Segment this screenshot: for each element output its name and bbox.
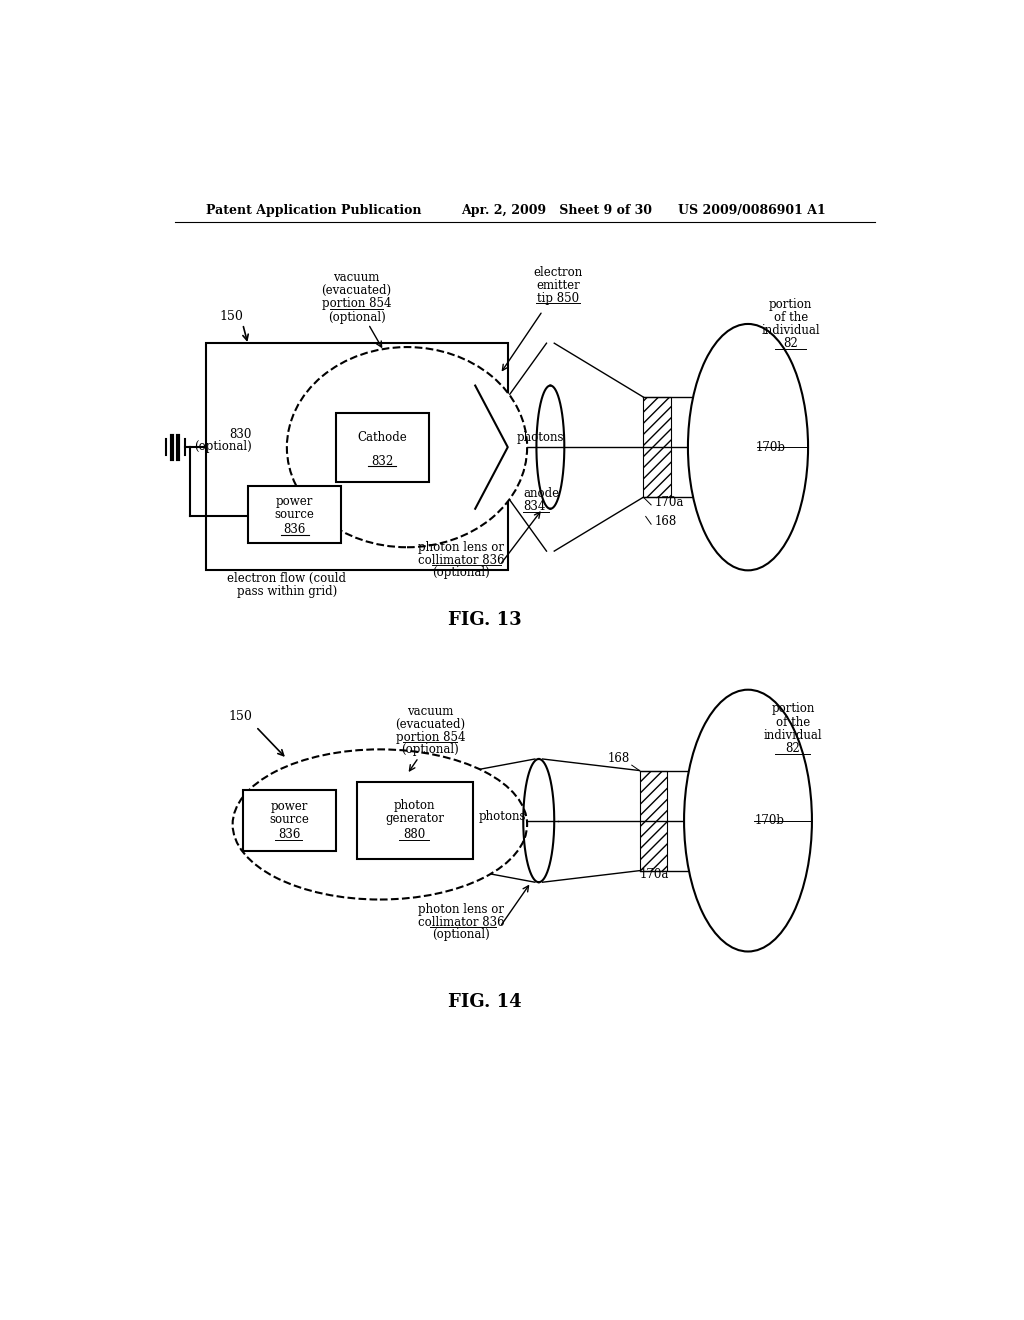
Text: collimator 836: collimator 836 [418,554,505,566]
Text: 832: 832 [371,454,393,467]
Text: 170a: 170a [655,496,684,510]
Ellipse shape [287,347,527,548]
Text: generator: generator [385,812,444,825]
Text: Cathode: Cathode [357,430,408,444]
Text: power: power [275,495,313,508]
Bar [640,771,667,871]
Text: 150: 150 [219,310,244,323]
Text: 150: 150 [228,710,253,723]
Text: (evacuated): (evacuated) [322,284,392,297]
Text: source: source [274,508,314,520]
Text: photons: photons [478,810,525,824]
Text: anode: anode [523,487,559,500]
Ellipse shape [232,750,527,899]
Text: power: power [270,800,308,813]
Text: individual: individual [764,729,822,742]
Text: portion: portion [771,702,815,715]
Text: (optional): (optional) [401,743,459,756]
Bar [206,343,508,570]
Text: 170b: 170b [755,814,784,828]
Text: source: source [269,813,309,825]
Text: portion 854: portion 854 [322,297,391,310]
Text: collimator 836: collimator 836 [418,916,505,929]
Text: 830: 830 [229,428,252,441]
Bar [336,413,429,482]
Text: electron: electron [534,265,583,279]
Ellipse shape [688,323,808,570]
Text: 834: 834 [523,500,546,513]
Text: portion: portion [769,298,812,312]
Text: 836: 836 [284,523,306,536]
Text: FIG. 13: FIG. 13 [447,611,521,630]
Ellipse shape [684,689,812,952]
Text: photon: photon [394,799,435,812]
Text: electron flow (could: electron flow (could [227,572,346,585]
Text: 168: 168 [608,752,630,766]
Text: vacuum: vacuum [334,271,380,284]
Bar [356,781,473,859]
Bar [248,486,341,544]
Text: (optional): (optional) [195,440,252,453]
Text: US 2009/0086901 A1: US 2009/0086901 A1 [678,205,826,218]
Text: 170b: 170b [756,441,785,454]
Text: of the: of the [773,312,808,325]
Text: tip 850: tip 850 [537,292,580,305]
Text: individual: individual [761,325,820,338]
Text: 82: 82 [783,338,798,351]
Text: (optional): (optional) [432,928,490,941]
Text: portion 854: portion 854 [395,731,465,744]
Text: (optional): (optional) [432,566,490,579]
Text: 880: 880 [403,828,426,841]
Text: photon lens or: photon lens or [418,541,504,554]
Text: of the: of the [776,715,810,729]
Text: photon lens or: photon lens or [418,903,504,916]
Text: Apr. 2, 2009   Sheet 9 of 30: Apr. 2, 2009 Sheet 9 of 30 [461,205,652,218]
Text: 170a: 170a [640,869,669,880]
Text: Patent Application Publication: Patent Application Publication [206,205,421,218]
Text: 168: 168 [655,515,677,528]
Text: 82: 82 [785,742,801,755]
Text: vacuum: vacuum [408,705,454,718]
Bar [243,789,336,851]
Text: pass within grid): pass within grid) [237,585,337,598]
Text: (evacuated): (evacuated) [395,718,465,731]
Text: (optional): (optional) [328,310,385,323]
Text: FIG. 14: FIG. 14 [447,993,521,1011]
Text: photons: photons [517,430,564,444]
Bar [643,397,671,498]
Text: 836: 836 [278,828,300,841]
Text: emitter: emitter [537,279,580,292]
